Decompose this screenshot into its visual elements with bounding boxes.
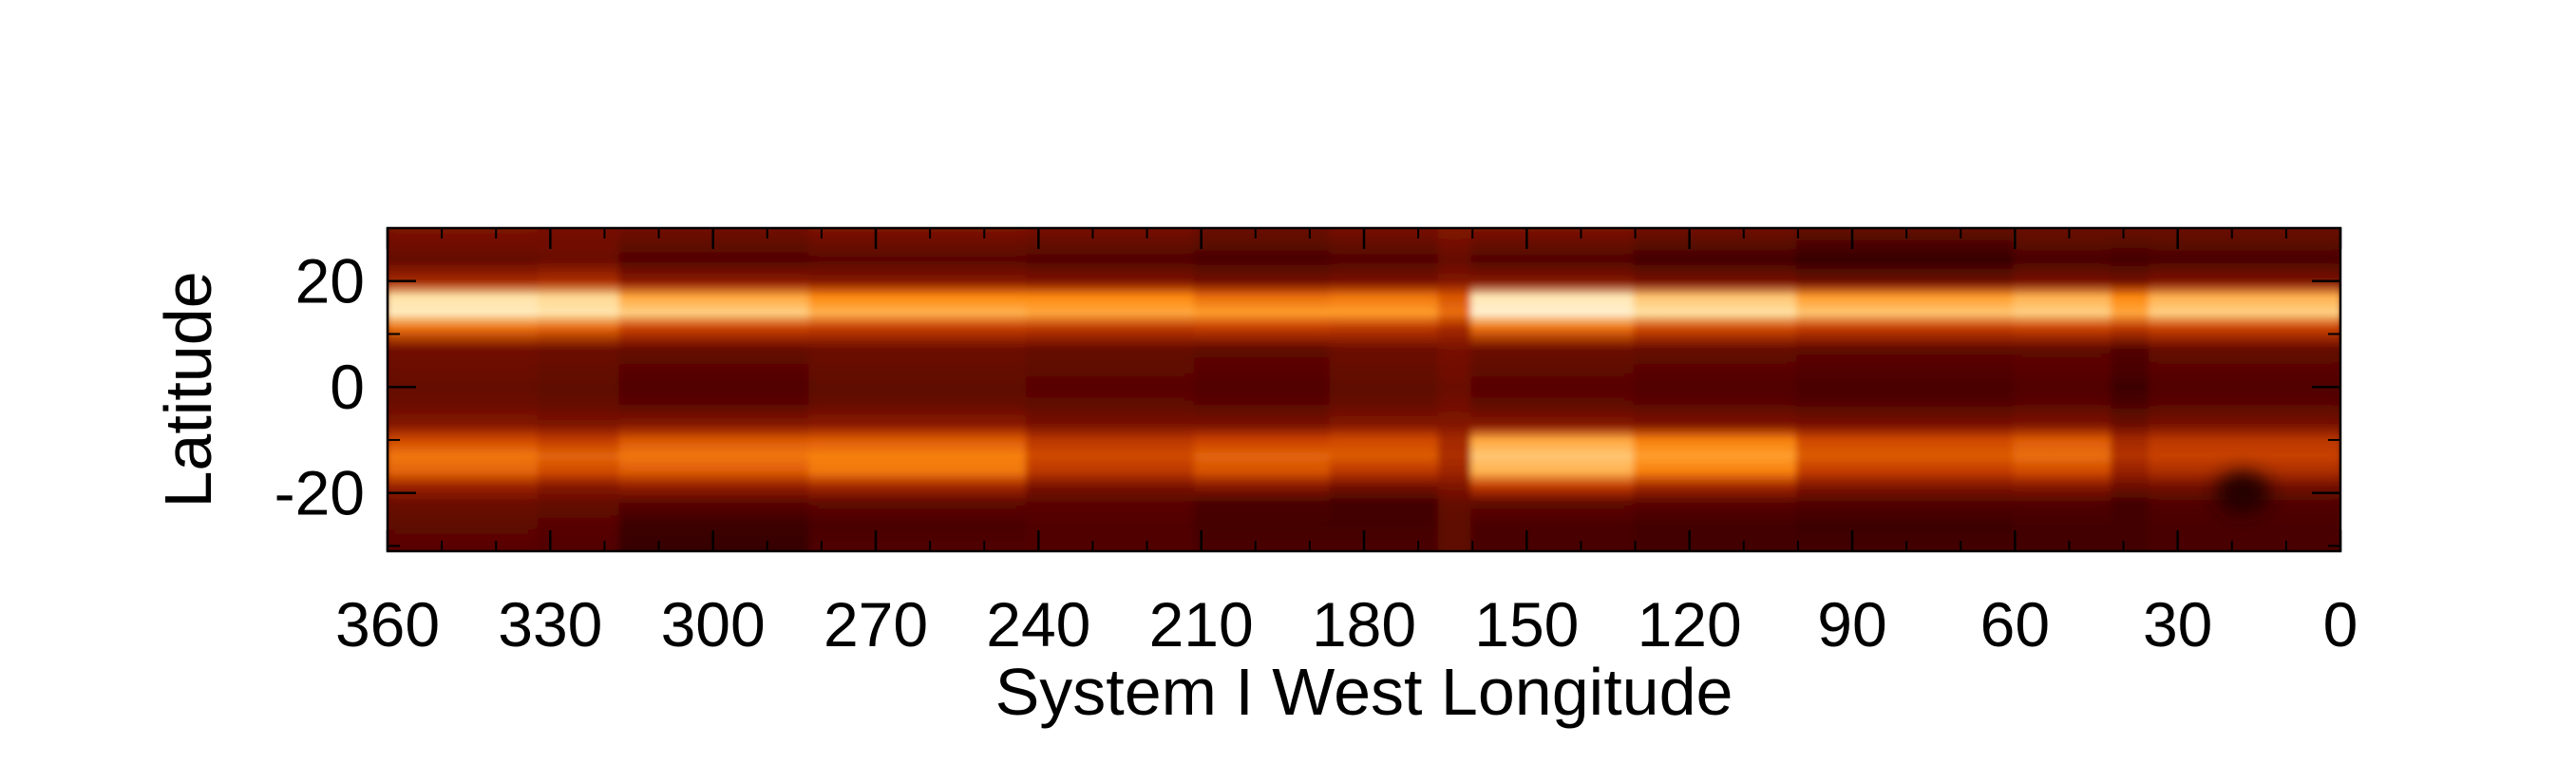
- x-tick-label: 0: [2323, 589, 2358, 660]
- plot-area: [388, 228, 2340, 551]
- y-axis-label: Latitude: [151, 271, 225, 507]
- x-tick-label: 150: [1474, 589, 1579, 660]
- x-tick-label: 300: [661, 589, 766, 660]
- x-tick-label: 180: [1312, 589, 1416, 660]
- heatmap-strip: [2013, 228, 2115, 551]
- heatmap-strip: [1437, 228, 1475, 551]
- x-tick-label: 240: [986, 589, 1090, 660]
- x-tick-label: 120: [1638, 589, 1742, 660]
- heatmap-strip: [1470, 228, 1638, 551]
- y-tick-label: -20: [275, 458, 365, 528]
- y-tick-label: 20: [295, 246, 365, 316]
- x-tick-label: 30: [2143, 589, 2212, 660]
- x-tick-label: 330: [498, 589, 602, 660]
- heatmap-strip: [1193, 228, 1334, 551]
- heatmap-strip: [2111, 228, 2153, 551]
- x-axis-label: System I West Longitude: [995, 655, 1733, 729]
- heatmap-strip: [618, 228, 813, 551]
- heatmap-strip: [1329, 228, 1442, 551]
- heatmap-strip: [808, 228, 1030, 551]
- heatmap-strips: [388, 228, 2340, 551]
- heatmap-strip: [1025, 228, 1198, 551]
- heatmap-strip: [388, 228, 541, 551]
- y-ticks: 20 0 -20: [275, 227, 2340, 547]
- x-tick-label: 360: [335, 589, 440, 660]
- heatmap-strip: [1633, 228, 1800, 551]
- x-tick-label: 210: [1149, 589, 1254, 660]
- x-tick-label: 60: [1980, 589, 2050, 660]
- heatmap-strip: [1795, 228, 2017, 551]
- x-tick-label: 90: [1817, 589, 1886, 660]
- dark-oval-feature: [2215, 471, 2270, 514]
- heatmap-strip: [537, 228, 623, 551]
- y-tick-label: 0: [330, 352, 365, 422]
- heatmap-features: [2215, 471, 2270, 514]
- x-ticks: 360 330 300 270 240 210 180 150 120 90 60 30 0: [335, 228, 2358, 660]
- x-tick-label: 270: [824, 589, 928, 660]
